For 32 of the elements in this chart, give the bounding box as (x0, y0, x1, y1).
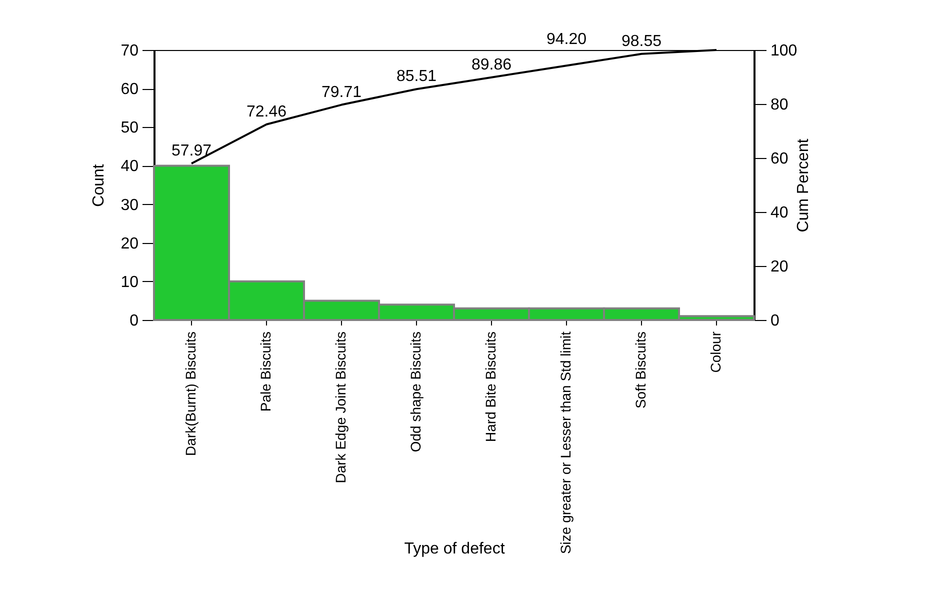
data-label: 79.71 (321, 84, 362, 101)
data-label: 94.20 (546, 31, 587, 48)
y2-tick-label: 100 (770, 42, 798, 60)
x-tick-label: Hard Bite Biscuits (482, 332, 498, 442)
x-tick-label: Soft Biscuits (632, 332, 648, 409)
y2-tick-label: 60 (770, 150, 788, 168)
data-label: 72.46 (246, 103, 287, 120)
x-tick-label: Pale Biscuits (258, 332, 274, 412)
y-tick-label: 10 (120, 274, 139, 291)
data-label: 89.86 (471, 56, 512, 74)
y-axis-title: Count (90, 164, 108, 207)
y-tick-label: 70 (120, 42, 139, 60)
y2-tick-label: 80 (770, 96, 788, 114)
x-tick-label: Size greater or Lesser than Std limit (558, 331, 574, 554)
x-tick-label: Odd shape Biscuits (408, 332, 424, 452)
y-tick-label: 0 (130, 312, 139, 330)
y-tick-label: 60 (120, 81, 139, 98)
data-label: 85.51 (396, 68, 437, 86)
data-label: 98.55 (621, 32, 662, 50)
y-tick-label: 40 (120, 158, 139, 176)
y-tick-label: 50 (120, 120, 139, 137)
data-label: 57.97 (171, 142, 212, 160)
x-axis-title: Type of defect (404, 540, 506, 558)
y2-tick-label: 0 (770, 312, 780, 330)
x-tick-label: Dark Edge Joint Biscuits (332, 332, 348, 484)
x-tick-label: Dark(Burnt) Biscuits (182, 332, 198, 456)
y-tick-label: 20 (120, 235, 139, 252)
y2-axis-title: Cum Percent (795, 138, 812, 232)
x-tick-label: Colour (708, 331, 724, 373)
y2-tick-label: 20 (770, 258, 788, 276)
y-tick-label: 30 (120, 196, 139, 214)
y2-tick-label: 40 (770, 204, 788, 222)
